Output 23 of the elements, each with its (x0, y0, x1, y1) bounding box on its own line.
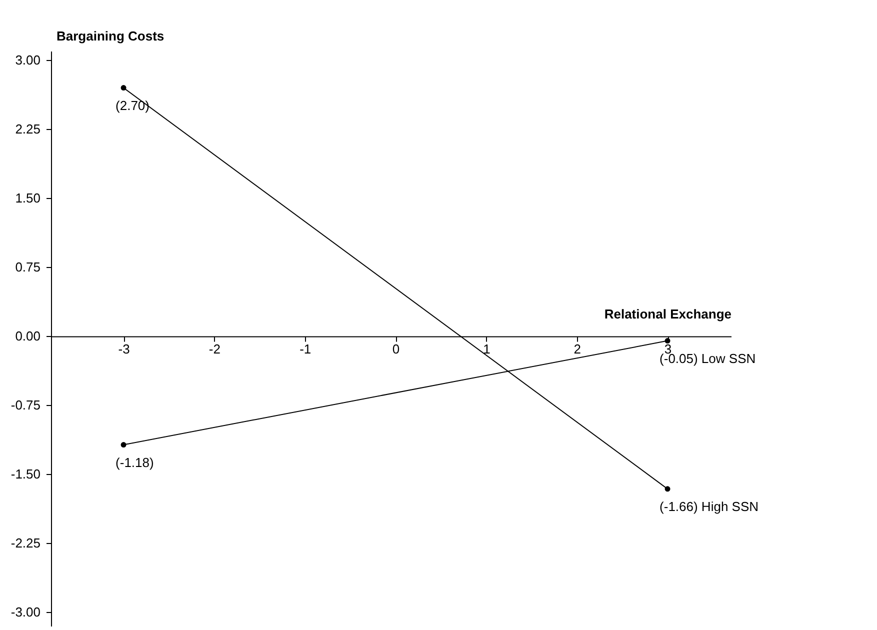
point (664, 486, 670, 492)
y-tick-label: 0.00 (15, 328, 40, 344)
y-tick-label: -1.50 (10, 466, 40, 482)
y-tick-label: -3.00 (10, 604, 40, 620)
data-label: (-1.18) (116, 454, 154, 470)
y-tick-label: 0.75 (15, 260, 40, 275)
x-tick-label: -1 (300, 342, 312, 357)
point (120, 85, 126, 91)
x-axis-title: Relational Exchange (604, 306, 732, 322)
y-tick-label: 3.00 (15, 52, 40, 68)
text: (-1.66) High SSN (660, 498, 759, 514)
y-axis-title: Bargaining Costs (56, 28, 164, 44)
y-tick-label: -2.25 (10, 536, 40, 551)
point (120, 442, 126, 448)
x-tick-label: 0 (392, 342, 400, 357)
y-tick-label: 2.25 (15, 122, 40, 137)
data-label: (2.70) (116, 98, 150, 113)
x-tick-label: -2 (208, 342, 220, 357)
x-tick-label: -3 (118, 342, 130, 357)
x-tick-label: 2 (574, 342, 581, 357)
x-tick-label: 1 (483, 342, 490, 357)
y-tick-label: -0.75 (10, 398, 40, 413)
y-tick-label: 1.50 (15, 190, 40, 206)
